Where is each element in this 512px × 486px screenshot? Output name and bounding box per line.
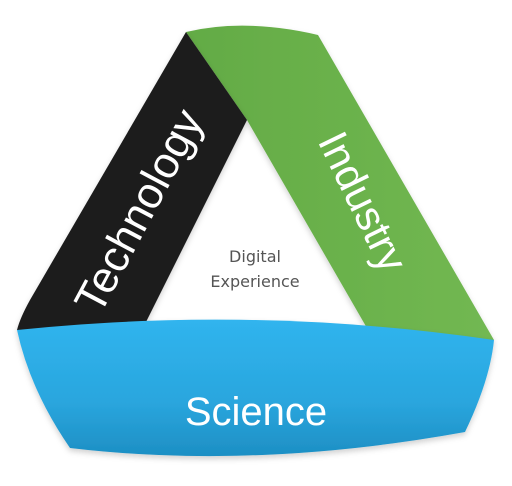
center-label-line1: Digital xyxy=(229,247,281,266)
center-label-line2: Experience xyxy=(210,272,299,291)
technology-segment xyxy=(17,32,247,330)
industry-segment xyxy=(186,25,494,342)
science-label: Science xyxy=(185,390,327,434)
science-segment xyxy=(17,319,494,457)
